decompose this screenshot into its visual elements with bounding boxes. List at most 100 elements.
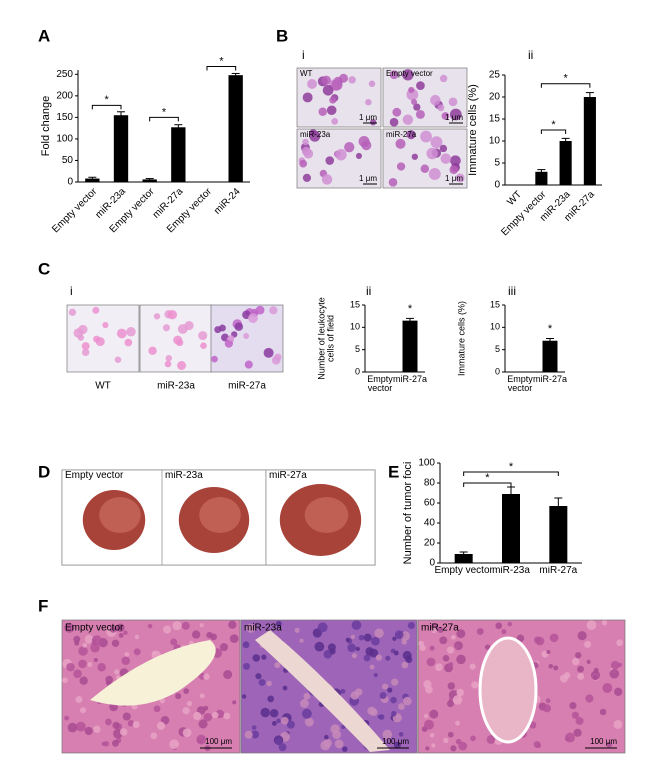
cell (278, 743, 287, 752)
cell (105, 718, 112, 726)
cell (549, 633, 559, 643)
cell (533, 636, 542, 644)
cell (251, 725, 257, 730)
cell (455, 173, 465, 183)
cell (577, 631, 587, 641)
cell (84, 726, 93, 736)
cell (218, 324, 226, 332)
y-tick-label: 20 (424, 538, 436, 549)
image-caption: miR-27a (228, 381, 266, 392)
cell (92, 306, 100, 314)
cell (255, 673, 262, 680)
cell (73, 328, 84, 338)
image-caption: miR-23a (157, 381, 195, 392)
bar (542, 340, 558, 372)
cell (321, 174, 333, 185)
cell (266, 680, 272, 687)
cell (156, 721, 166, 730)
sub-label: ii (366, 284, 371, 298)
sub-label: i (302, 48, 305, 62)
cell (590, 670, 601, 680)
cell (584, 640, 592, 648)
bar (113, 115, 129, 182)
cell (177, 324, 188, 334)
cell (147, 623, 153, 629)
cell (317, 622, 328, 633)
cell (553, 665, 559, 671)
cell (255, 305, 265, 315)
y-tick-label: 10 (350, 322, 360, 332)
panel-label: F (38, 596, 48, 615)
cell (429, 733, 435, 738)
cell (325, 156, 335, 165)
cell (355, 152, 363, 159)
cell (193, 711, 202, 721)
cell (269, 709, 279, 718)
cell (469, 663, 476, 670)
scale-label: 100 μm (590, 737, 617, 746)
cell (614, 687, 623, 696)
image-label: miR-27a (386, 130, 417, 139)
cell (242, 641, 250, 649)
cell (248, 313, 258, 323)
cell (430, 94, 441, 106)
y-tick-label: 50 (62, 155, 74, 166)
cell (377, 714, 382, 719)
cell (429, 645, 435, 651)
cell (344, 142, 355, 153)
cell (73, 669, 82, 679)
x-tick-label: miR-27a (393, 375, 427, 384)
cell (389, 117, 399, 127)
cell (81, 348, 90, 357)
cell (564, 736, 570, 742)
significance-label: * (219, 55, 224, 67)
cell (533, 740, 541, 748)
cell (390, 696, 397, 704)
image-label: miR-27a (269, 471, 307, 481)
bar (454, 554, 473, 563)
cell (197, 738, 202, 744)
cell (234, 322, 244, 331)
cell (299, 699, 309, 708)
cell (121, 656, 131, 666)
cell (416, 81, 425, 90)
cell (251, 730, 260, 739)
cell (418, 640, 424, 647)
cell (280, 716, 289, 725)
cell (446, 700, 454, 708)
y-tick-label: 15 (489, 114, 501, 125)
y-tick-label: 0 (494, 180, 500, 191)
cell (375, 654, 383, 661)
cell (199, 693, 205, 699)
cell (75, 721, 86, 732)
cell (369, 664, 375, 670)
cell (451, 634, 456, 640)
cell (241, 694, 247, 699)
cell (402, 114, 414, 125)
cell (599, 708, 607, 716)
cell (302, 138, 309, 146)
x-tick-label: miR-23a (492, 566, 530, 576)
cell (437, 627, 444, 633)
significance-bracket (149, 116, 179, 122)
liver-shade (199, 497, 241, 533)
cell (118, 633, 124, 638)
cell (64, 715, 70, 721)
y-tick-label: 5 (355, 344, 360, 354)
cell (388, 177, 398, 187)
cell (93, 657, 98, 663)
cell (91, 635, 102, 646)
cell (307, 78, 317, 89)
cell (575, 652, 582, 659)
bar (549, 506, 568, 563)
cell (542, 704, 552, 713)
cell (78, 646, 88, 656)
cell (322, 84, 334, 96)
significance-bracket (540, 83, 591, 88)
panel-label: E (388, 462, 399, 481)
cell (75, 695, 83, 704)
y-tick-label: 200 (56, 90, 73, 101)
cell (203, 713, 213, 722)
cell (192, 630, 201, 639)
y-tick-label: 0 (355, 366, 360, 376)
